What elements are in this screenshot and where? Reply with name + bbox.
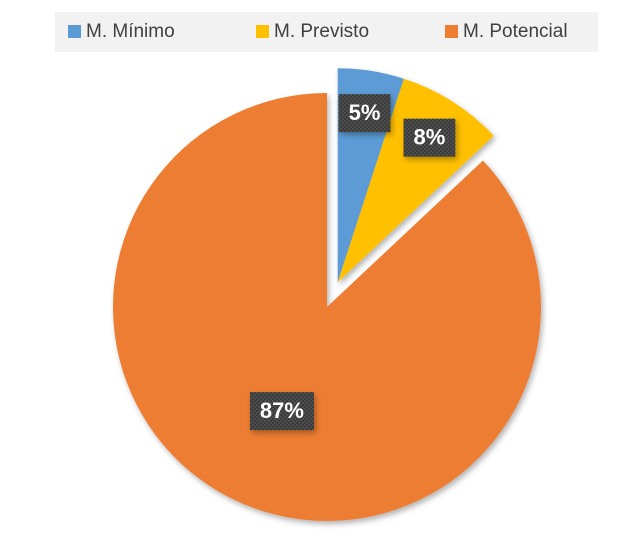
pie [112, 68, 541, 521]
data-label: 87% [260, 398, 304, 423]
legend-swatch [68, 25, 81, 38]
legend-background [55, 12, 598, 52]
legend-label: M. Previsto [274, 21, 369, 42]
data-label-box [338, 94, 391, 133]
data-label: 5% [349, 100, 381, 125]
data-label-box [403, 118, 456, 157]
legend-label: M. Mínimo [86, 21, 175, 42]
pie-slice [112, 93, 541, 521]
data-label-box [249, 392, 314, 431]
legend-swatch [256, 25, 269, 38]
legend-label: M. Potencial [463, 21, 568, 42]
data-label: 8% [414, 124, 446, 149]
legend-swatch [445, 25, 458, 38]
